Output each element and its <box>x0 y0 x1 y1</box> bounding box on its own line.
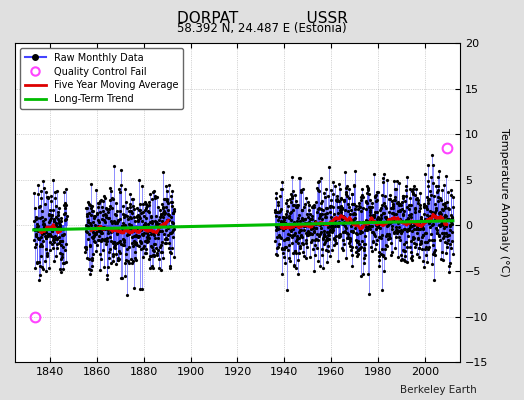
Y-axis label: Temperature Anomaly (°C): Temperature Anomaly (°C) <box>499 128 509 277</box>
Text: Berkeley Earth: Berkeley Earth <box>400 385 477 395</box>
Text: 58.392 N, 24.487 E (Estonia): 58.392 N, 24.487 E (Estonia) <box>177 22 347 35</box>
Legend: Raw Monthly Data, Quality Control Fail, Five Year Moving Average, Long-Term Tren: Raw Monthly Data, Quality Control Fail, … <box>20 48 183 109</box>
Text: DORPAT              USSR: DORPAT USSR <box>177 11 347 26</box>
